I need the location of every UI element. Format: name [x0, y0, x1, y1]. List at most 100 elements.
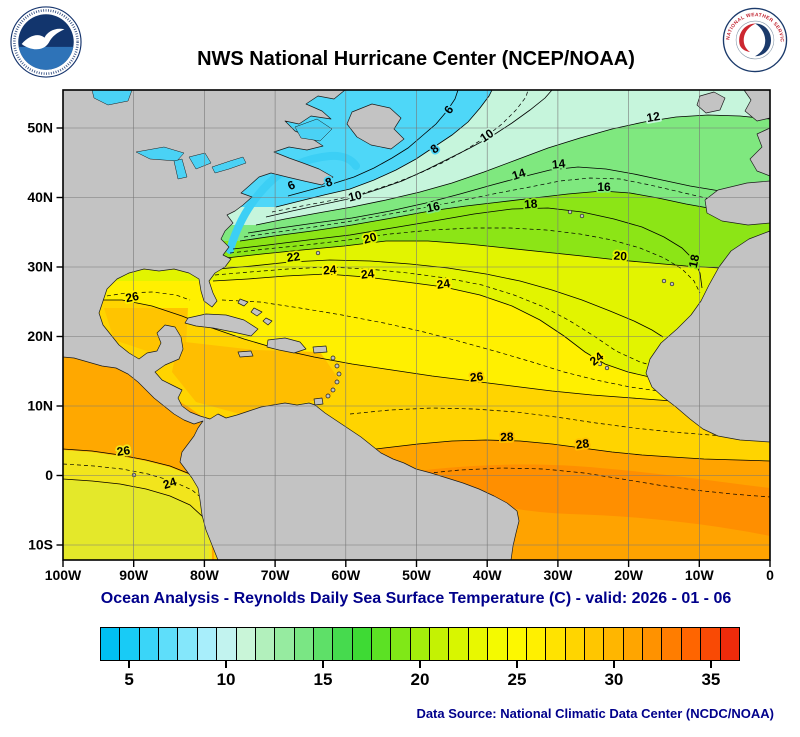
latitude-label: 20N: [27, 328, 53, 344]
colorbar-tick: [128, 661, 130, 668]
land-cuba: [184, 313, 259, 337]
land-antilles-island: [336, 371, 342, 377]
contour-label: 26: [124, 289, 140, 306]
nws-blue-swirl-icon: [755, 23, 772, 57]
longitude-label: 60W: [331, 567, 361, 583]
colorbar-cell: [468, 628, 489, 660]
caribbean-warm-patch: [172, 342, 338, 414]
isotherm-6c: [287, 89, 459, 197]
contour-label: 12: [646, 109, 662, 125]
colorbar-tick-label: 25: [507, 670, 527, 689]
colorbar-tick: [322, 661, 324, 668]
longitude-label: 80W: [190, 567, 220, 583]
colorbar-cell: [430, 628, 450, 660]
gulf-of-st-lawrence: [294, 118, 333, 142]
axis-ticks: [56, 127, 771, 567]
latitude-label: 30N: [27, 259, 53, 275]
noaa-logo-ring-text: [13, 9, 79, 75]
page-title: NWS National Hurricane Center (NCEP/NOAA…: [197, 48, 635, 70]
colorbar-cell: [372, 628, 392, 660]
isotherm-dashed-29c: [419, 467, 771, 498]
colorbar-tick-label: 5: [124, 670, 134, 689]
lake-huron: [188, 152, 212, 170]
colorbar-cell: [410, 628, 431, 660]
contour-label: 18: [686, 253, 703, 269]
longitude-label: 20W: [614, 567, 644, 583]
contour-label: 26: [469, 369, 484, 384]
land-antilles-island: [334, 379, 340, 385]
colorbar-cell: [507, 628, 527, 660]
colorbar-cell: [546, 628, 566, 660]
land-americas: [62, 89, 520, 561]
latitude-label: 10S: [28, 537, 53, 553]
land-newfoundland: [346, 103, 405, 150]
noaa-logo: [10, 6, 82, 78]
longitude-label: 70W: [261, 567, 291, 583]
contour-label: 24: [360, 266, 375, 281]
colorbar-tick-label: 35: [701, 670, 721, 689]
longitude-label: 90W: [119, 567, 149, 583]
longitude-label: 10W: [685, 567, 715, 583]
land-cape-verde: [597, 361, 603, 367]
colorbar-cell: [101, 628, 121, 660]
isotherm-dashed-15c: [243, 177, 771, 238]
contour-label: 20: [613, 249, 628, 264]
colorbar-cell: [720, 628, 739, 660]
data-source: Data Source: National Climatic Data Cent…: [416, 706, 774, 721]
isotherm-8c: [275, 89, 493, 208]
axis-labels: 100W 90W 80W 70W 60W 50W 40W 30W 20W 10W 0 50N 40N 30…: [27, 120, 774, 584]
colorbar-cell: [313, 628, 334, 660]
land-antilles-island: [325, 393, 331, 399]
land-antilles-island: [330, 387, 336, 393]
land-hispaniola: [266, 337, 307, 354]
colorbar-cell: [584, 628, 605, 660]
colorbar-cell: [526, 628, 547, 660]
land-azores: [567, 209, 573, 215]
colorbar-cell: [159, 628, 179, 660]
contour-label: 20: [362, 229, 379, 246]
contour-label: 28: [500, 430, 514, 444]
lake-superior: [135, 146, 185, 162]
nws-red-swirl-icon: [739, 23, 756, 53]
colorbar-cell: [333, 628, 353, 660]
isotherm-dashed-gulf: [99, 291, 191, 301]
longitude-label: 40W: [473, 567, 503, 583]
colorbar-cell: [643, 628, 663, 660]
colorbar-cell: [391, 628, 411, 660]
contour-label: 16: [597, 180, 611, 194]
lake-erie-ontario: [211, 156, 247, 174]
land-canary-islands: [669, 281, 675, 287]
colorbar-cell: [352, 628, 373, 660]
isotherm-28c: [351, 439, 771, 462]
lakes: [91, 89, 333, 180]
colorbar-tick: [516, 661, 518, 668]
pacific-cool-tongue-24: [63, 480, 209, 560]
isotherm-dashed-27c: [349, 407, 771, 439]
land-ireland: [696, 91, 726, 114]
latitude-label: 40N: [27, 189, 53, 205]
isotherm-22c: [217, 259, 664, 338]
isotherm-pacific-dashed-25c: [62, 463, 205, 501]
colorbar-cell: [139, 628, 160, 660]
colorbar-cell: [275, 628, 295, 660]
contour-label: 26: [116, 443, 131, 459]
latitude-label: 10N: [27, 398, 53, 414]
isotherm-16c: [239, 190, 771, 242]
isotherm-10c: [265, 89, 553, 218]
colorbar-tick-label: 20: [410, 670, 430, 689]
isotherm-lines: [62, 89, 771, 531]
longitude-label: 30W: [544, 567, 574, 583]
contour-label: 14: [551, 156, 566, 171]
colorbar-cell: [294, 628, 314, 660]
land-bermuda: [315, 250, 321, 256]
colorbar-cell: [701, 628, 721, 660]
colorbar-cell: [449, 628, 469, 660]
colorbar-cell: [488, 628, 508, 660]
isotherm-12c: [255, 114, 771, 226]
colorbar-tick-label: 10: [216, 670, 236, 689]
colorbar-cell: [217, 628, 237, 660]
contour-label: 24: [436, 276, 451, 292]
colorbar-cell: [255, 628, 276, 660]
